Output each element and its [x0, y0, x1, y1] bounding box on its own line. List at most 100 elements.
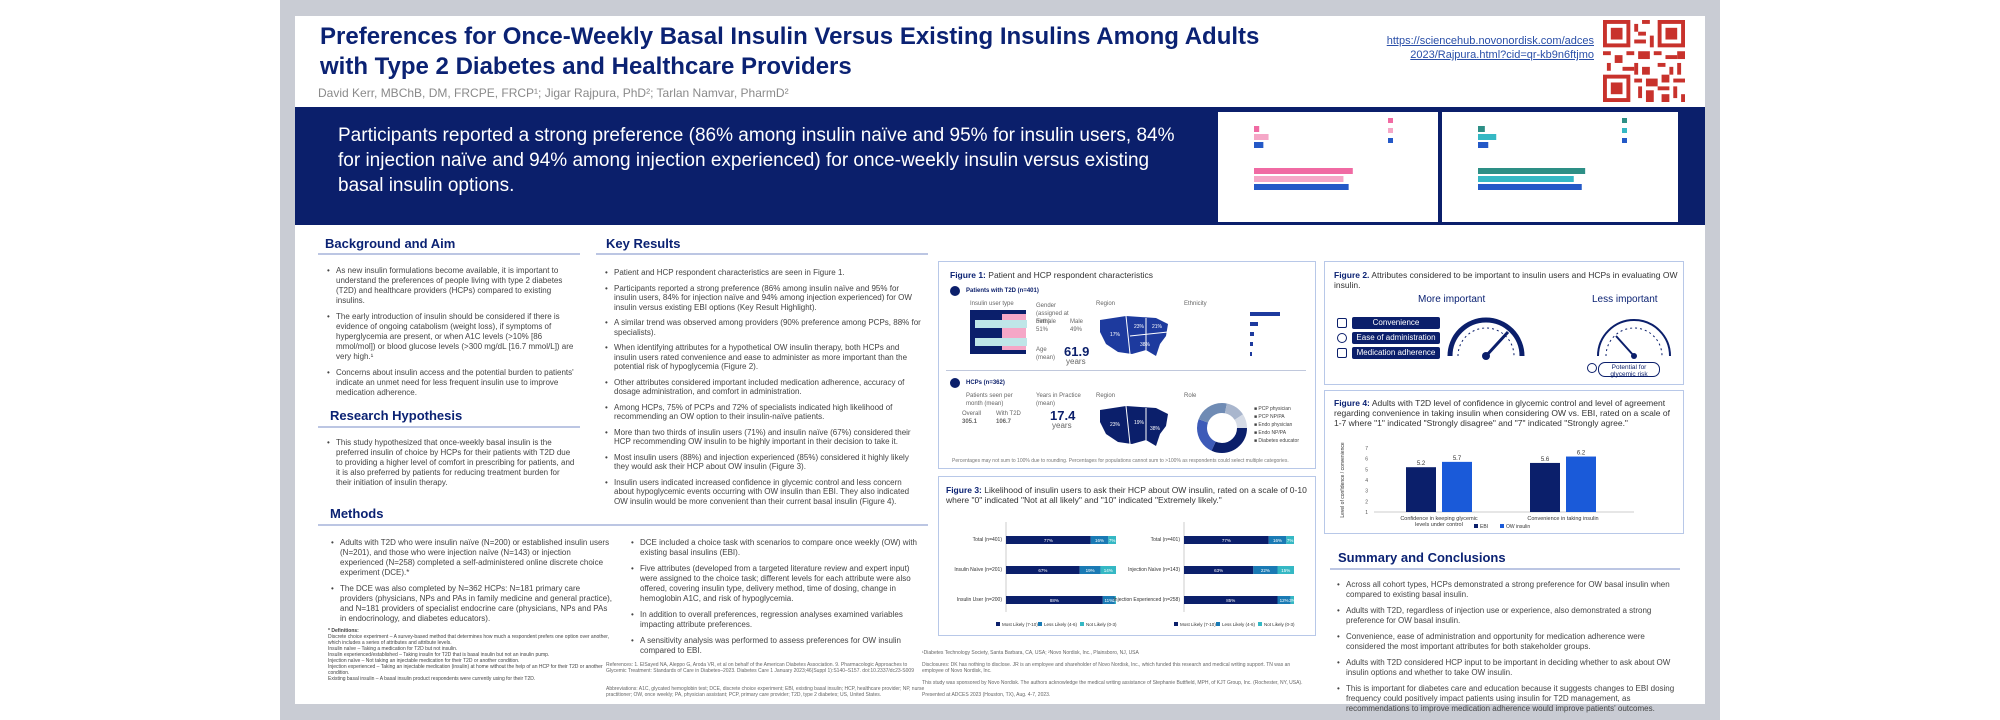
svg-text:21%: 21% — [1152, 324, 1163, 330]
bar-value-label: 14% — [1271, 135, 1282, 141]
legend-swatch — [1388, 128, 1393, 133]
legend-swatch — [996, 622, 1000, 626]
svg-text:38%: 38% — [1150, 426, 1161, 432]
bar — [1478, 176, 1574, 182]
bar-value-label: 16% — [1095, 538, 1104, 543]
bar-segment — [1253, 566, 1278, 574]
bar-value-label: 77% — [1222, 538, 1231, 543]
list-item: Convenience, ease of administration and … — [1336, 632, 1686, 652]
glycemic-risk-icon — [1587, 363, 1597, 373]
bar — [1478, 184, 1582, 190]
bar — [1254, 126, 1260, 132]
svg-text:38%: 38% — [1140, 342, 1151, 348]
authors: David Kerr, MBChB, DM, FRCPE, FRCP¹; Jig… — [318, 86, 789, 100]
bar-value-label: 7% — [1109, 538, 1116, 543]
tick-label: 7 — [1365, 446, 1368, 452]
list-item: Five attributes (developed from a target… — [630, 564, 920, 604]
list-item: Across all cohort types, HCPs demonstrat… — [1336, 580, 1686, 600]
administration-icon — [1337, 333, 1347, 343]
abbreviations: Abbreviations: A1C, glycated hemoglobin … — [606, 686, 925, 698]
methods-list-right: DCE included a choice task with scenario… — [630, 538, 920, 662]
fig1-age-unit: years — [1066, 357, 1086, 366]
bar — [1442, 461, 1472, 512]
fig1-region-label-hcp: Region — [1096, 393, 1116, 399]
tick-label: 40% — [1520, 212, 1529, 217]
list-item: DCE included a choice task with scenario… — [630, 538, 920, 558]
bar-value-label: 14% — [1104, 568, 1113, 573]
legend-swatch — [1174, 622, 1178, 626]
fig1-ethnicity-bar — [1250, 342, 1253, 346]
list-item: Participants reported a strong preferenc… — [604, 284, 922, 313]
figure3-panel — [938, 476, 1316, 636]
tick-label: 20% — [1271, 212, 1280, 217]
bar-value-label: 63% — [1214, 568, 1223, 573]
fig1-female: Female — [1036, 319, 1057, 325]
gauge-low-icon — [1597, 319, 1671, 359]
tick-label: 0% — [1250, 212, 1257, 217]
bar-segment — [1268, 536, 1287, 544]
footer-presented: Presented at ADCES 2023 (Houston, TX), A… — [922, 692, 1051, 698]
footer-affiliation: ¹Diabetes Technology Society, Santa Barb… — [922, 650, 1139, 656]
fig1-ethnicity-label: Ethnicity — [1184, 301, 1207, 307]
bar-value-label: 5.2 — [1417, 461, 1426, 467]
bar — [1406, 467, 1436, 512]
bar-segment — [1286, 536, 1294, 544]
figure3-chart: Total (n=401) 77% 16% 7% Insulin Naïve (n=20… — [954, 522, 1296, 627]
fig1-role-label: Role — [1184, 393, 1197, 399]
hypothesis-divider — [318, 426, 580, 428]
bar-segment — [1006, 596, 1103, 604]
fig1-male: Male — [1070, 319, 1084, 325]
fig1-region-label: Region — [1096, 301, 1116, 307]
bar-value-label: 5.7 — [1453, 456, 1462, 462]
legend-swatch — [1622, 128, 1627, 133]
legend-label: Insulin Naïve (n=201) — [1396, 129, 1438, 135]
bar-value-label: 6.2 — [1577, 451, 1586, 457]
bar-value-label: 19% — [1086, 568, 1095, 573]
fig1-hcps-label: HCPs (n=362) — [966, 380, 1005, 386]
fig2-item-ease: Ease of administration — [1352, 332, 1440, 344]
list-item: This study hypothesized that once-weekly… — [326, 438, 576, 488]
legend-swatch — [1038, 622, 1042, 626]
qr-code-icon[interactable] — [1603, 20, 1685, 102]
definition-item: Injection experienced – Taking an inject… — [328, 664, 603, 676]
background-list: As new insulin formulations become avail… — [326, 266, 576, 404]
bar-value-label: 85% — [1226, 598, 1235, 603]
category-label: Existing Basal Insulin — [1220, 126, 1239, 144]
legend-swatch — [1622, 138, 1627, 143]
fig2-item-convenience: Convenience — [1352, 317, 1440, 329]
legend-label: Total Patients (n=401) — [1396, 139, 1438, 145]
bar-value-label: 5.6 — [1541, 457, 1550, 463]
fig1-patients-seen: Patients seen per month (mean) — [966, 393, 1013, 407]
tick-label: 20% — [1497, 212, 1506, 217]
background-heading: Background and Aim — [325, 236, 456, 251]
legend-label: Not Likely (0-3) — [1264, 622, 1295, 627]
legend-swatch — [1622, 118, 1627, 123]
row-label: Total (n=401) — [973, 537, 1003, 543]
role-legend-item: ■ PCP physician — [1254, 406, 1291, 412]
legend-label: Most Likely (7-10) — [1180, 622, 1216, 627]
bar-segment — [1184, 596, 1278, 604]
fig1-with-t2d-val: 106.7 — [996, 419, 1012, 425]
axis-label: Preference — [1380, 216, 1405, 222]
qr-link[interactable]: https://sciencehub.novonordisk.com/adces… — [1386, 35, 1594, 61]
bar — [1478, 168, 1586, 174]
legend-swatch — [1474, 524, 1478, 528]
fig1-ethnicity-bar — [1250, 332, 1254, 336]
svg-text:23%: 23% — [1110, 422, 1121, 428]
tick-label: 100% — [1588, 212, 1600, 217]
row-label: Injection Naïve (n=143) — [1128, 567, 1180, 573]
definitions: Discrete choice experiment – A survey-ba… — [328, 634, 613, 682]
summary-list: Across all cohort types, HCPs demonstrat… — [1336, 580, 1686, 720]
role-legend-item: ■ PCP NP/PA — [1254, 414, 1285, 420]
gauge-high-icon — [1447, 317, 1525, 360]
definition-item: Injection naïve – Not taking an injectab… — [328, 658, 520, 664]
fig1-ethnicity-bar — [1250, 312, 1280, 316]
methods-list-left: Adults with T2D who were insulin naïve (… — [330, 538, 615, 630]
bar-value-label: 11% — [1105, 598, 1114, 603]
bar-value-label: 77% — [1044, 538, 1053, 543]
bar-value-label: 86% — [1345, 177, 1356, 183]
category-label: Confidence in keeping glycemic levels und… — [1400, 516, 1478, 528]
fig1-role-donut — [1197, 403, 1247, 453]
fig1-overall: Overall — [962, 411, 982, 417]
legend-swatch — [1258, 622, 1262, 626]
